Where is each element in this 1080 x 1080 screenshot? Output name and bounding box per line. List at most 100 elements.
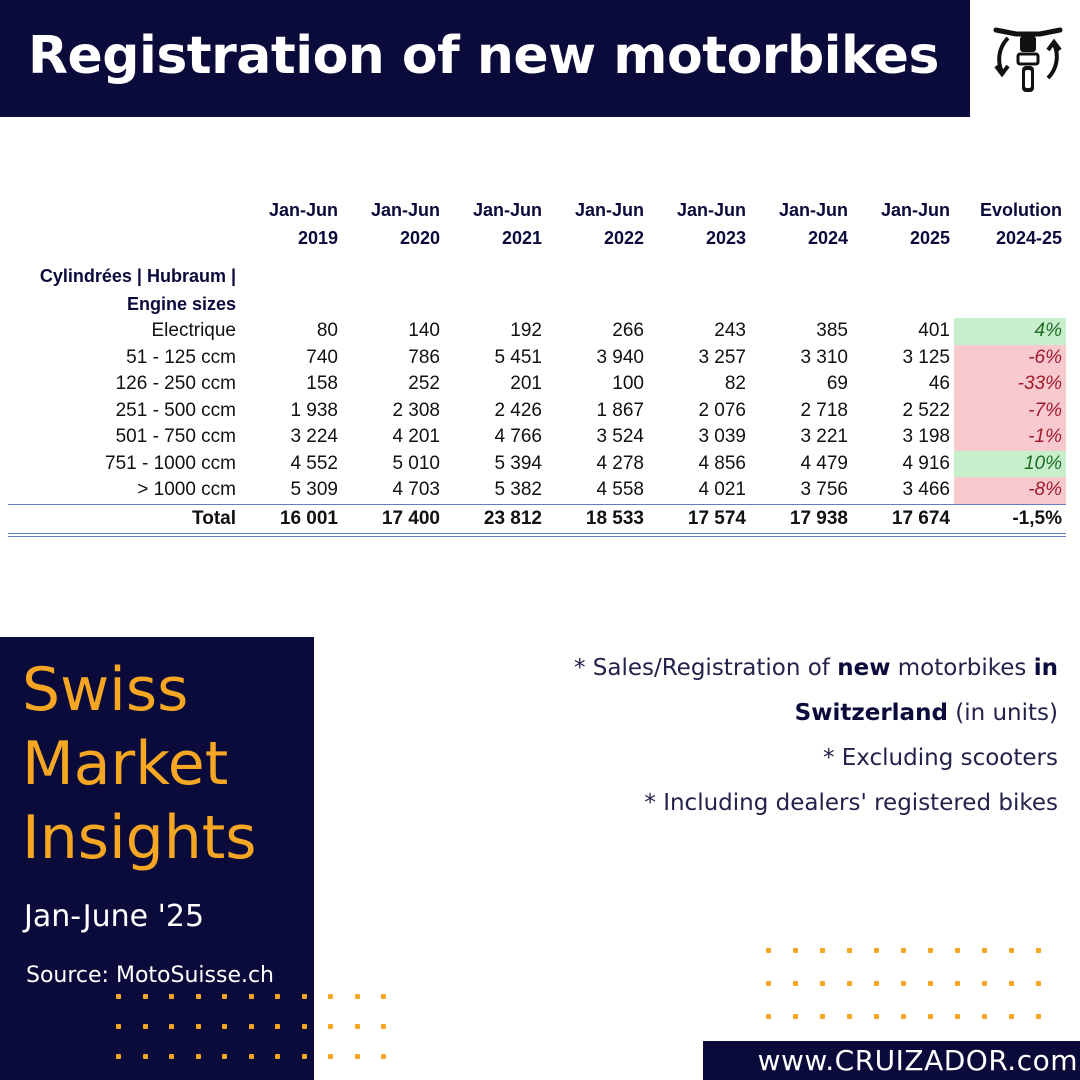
footnotes: * Sales/Registration of new motorbikes i… [498, 646, 1058, 826]
table-row: 51 - 125 ccm 740 786 5 451 3 940 3 257 3 310 3 … [8, 344, 1066, 371]
table-cell: 3 039 [698, 426, 746, 447]
decorative-dot [874, 1014, 879, 1019]
evolution-cell: -6% [954, 344, 1066, 371]
insights-period: Jan-June '25 [24, 899, 205, 934]
total-evolution: -1,5% [954, 503, 1066, 537]
decorative-dot [142, 994, 148, 999]
table-cell: 4 916 [902, 452, 950, 474]
decorative-dot [328, 1054, 333, 1059]
table-cell: 2 308 [392, 399, 440, 421]
column-headers: Jan-Jun 2019 Jan-Jun 2020 Jan-Jun 2021 Jan-… [8, 196, 1066, 262]
source-label: Source: MotoSuisse.ch [26, 963, 275, 988]
table-cell: 3 756 [800, 479, 848, 500]
note-units: Switzerland (in units) [794, 700, 1058, 726]
table-cell: 3 221 [800, 426, 848, 447]
decorative-dots-left [116, 994, 396, 1064]
decorative-dot [766, 981, 771, 986]
table-cell: 2 076 [698, 399, 746, 421]
evolution-cell: -8% [954, 477, 1066, 504]
table-cell: 100 [612, 373, 644, 394]
motorbike-cycle-icon [993, 27, 1063, 92]
decorative-dot [1009, 981, 1014, 986]
decorative-dot [793, 1014, 798, 1019]
decorative-dot [116, 994, 121, 999]
col-header: Jan-Jun 2024 [778, 200, 848, 248]
decorative-dot [1009, 1014, 1014, 1019]
table-row: 251 - 500 ccm 1 938 2 308 2 426 1 867 2 076 2 … [8, 397, 1066, 424]
decorative-dot [354, 1054, 360, 1059]
table-row: Electrique 80 140 192 266 243 385 401 4% [8, 318, 1066, 345]
decorative-dot [1036, 981, 1041, 986]
table-cell: 3 125 [902, 346, 950, 368]
decorative-dot [928, 948, 933, 953]
table-cell: 69 [826, 373, 848, 394]
decorative-dot [301, 1024, 307, 1029]
col-header-evolution: Evolution 2024-25 [980, 200, 1062, 248]
note-dealers: * Including dealers' registered bikes [644, 790, 1058, 816]
decorative-dots-right [766, 948, 1056, 1020]
table-cell: 2 522 [902, 399, 950, 421]
decorative-dot [354, 994, 360, 999]
note-scooters: * Excluding scooters [822, 745, 1058, 771]
decorative-dot [766, 948, 771, 953]
decorative-dot [955, 981, 960, 986]
evolution-cell: 10% [954, 450, 1066, 477]
insights-panel: Swiss Market Insights Jan-June '25 Sourc… [0, 637, 314, 1080]
decorative-dot [901, 981, 906, 986]
decorative-dot [766, 1014, 771, 1019]
decorative-dot [222, 1024, 227, 1029]
row-label: Electrique [151, 320, 237, 341]
row-header-label: Cylindrées | Hubraum | Engine sizes [8, 262, 1066, 318]
decorative-dot [116, 1024, 121, 1029]
decorative-dot [820, 948, 825, 953]
decorative-dot [195, 1024, 201, 1029]
col-header: Jan-Jun 2020 [370, 200, 440, 248]
row-label: 251 - 500 ccm [115, 399, 236, 421]
table-cell: 5 309 [290, 479, 338, 500]
row-label: 501 - 750 ccm [115, 426, 236, 447]
table-cell: 3 524 [596, 426, 644, 447]
decorative-dot [820, 1014, 825, 1019]
table-row: 501 - 750 ccm 3 224 4 201 4 766 3 524 3 039 3 … [8, 424, 1066, 451]
decorative-dot [142, 1054, 148, 1059]
website-link[interactable]: www.CRUIZADOR.com [757, 1044, 1078, 1077]
decorative-dot [874, 981, 879, 986]
decorative-dot [222, 1054, 227, 1059]
decorative-dot [982, 981, 987, 986]
table-cell: 3 198 [902, 426, 950, 447]
table-cell: 5 451 [494, 346, 542, 368]
decorative-dot [928, 981, 933, 986]
page-title: Registration of new motorbikes [28, 26, 939, 86]
table-cell: 3 257 [698, 346, 746, 368]
decorative-dot [328, 994, 333, 999]
table-cell: 4 479 [800, 452, 848, 474]
table-cell: 4 278 [596, 452, 644, 474]
table-cell: 401 [918, 320, 950, 341]
col-header: Jan-Jun 2023 [676, 200, 746, 248]
table-cell: 4 552 [290, 452, 338, 474]
website-bar: www.CRUIZADOR.com [703, 1041, 1080, 1080]
decorative-dot [901, 948, 906, 953]
table-cell: 1 867 [596, 399, 644, 421]
note-sales: * Sales/Registration of new motorbikes i… [573, 655, 1058, 681]
row-label: 751 - 1000 ccm [105, 452, 236, 474]
col-header: Jan-Jun 2019 [268, 200, 338, 248]
decorative-dot [248, 1054, 254, 1059]
table-cell: 16 001 [240, 503, 342, 537]
insights-title: Swiss Market Insights [22, 655, 257, 873]
table-cell: 786 [408, 346, 440, 368]
table-cell: 5 382 [494, 479, 542, 500]
table-cell: 4 021 [698, 479, 746, 500]
decorative-dot [820, 981, 825, 986]
table-cell: 17 400 [342, 503, 444, 537]
decorative-dot [847, 1014, 852, 1019]
decorative-dot [381, 994, 386, 999]
table-cell: 4 703 [392, 479, 440, 500]
decorative-dot [793, 981, 798, 986]
decorative-dot [928, 1014, 933, 1019]
table-cell: 252 [408, 373, 440, 394]
table-row: > 1000 ccm 5 309 4 703 5 382 4 558 4 021 3 756… [8, 477, 1066, 504]
decorative-dot [381, 1024, 386, 1029]
table-cell: 1 938 [290, 399, 338, 421]
decorative-dot [169, 1054, 174, 1059]
